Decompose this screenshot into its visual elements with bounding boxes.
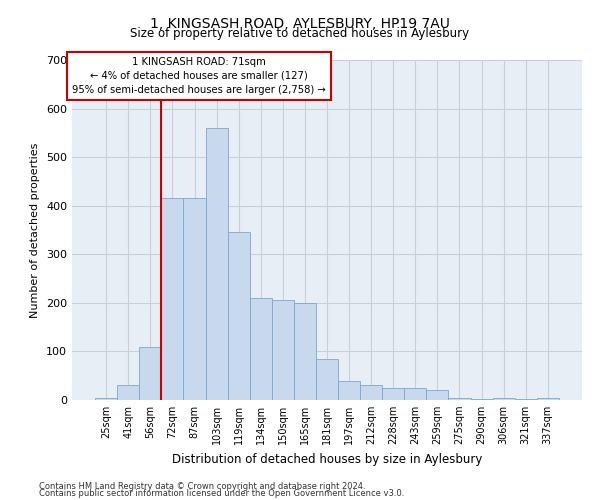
Bar [515,399,537,400]
Bar [294,303,316,400]
Bar [95,398,117,400]
Text: Contains HM Land Registry data © Crown copyright and database right 2024.: Contains HM Land Registry data © Crown c… [39,482,365,491]
Text: Size of property relative to detached houses in Aylesbury: Size of property relative to detached ho… [130,28,470,40]
Bar [404,388,427,400]
Bar [250,298,272,400]
X-axis label: Distribution of detached houses by size in Aylesbury: Distribution of detached houses by size … [172,452,482,466]
Text: 1 KINGSASH ROAD: 71sqm
← 4% of detached houses are smaller (127)
95% of semi-det: 1 KINGSASH ROAD: 71sqm ← 4% of detached … [72,56,326,94]
Bar [360,386,382,400]
Bar [184,198,206,400]
Bar [206,128,227,400]
Bar [139,346,161,400]
Bar [537,398,559,400]
Bar [448,398,470,400]
Bar [227,232,250,400]
Bar [272,300,294,400]
Bar [470,399,493,400]
Bar [161,198,184,400]
Y-axis label: Number of detached properties: Number of detached properties [31,142,40,318]
Text: Contains public sector information licensed under the Open Government Licence v3: Contains public sector information licen… [39,489,404,498]
Bar [117,386,139,400]
Bar [382,388,404,400]
Bar [427,390,448,400]
Bar [338,380,360,400]
Bar [316,358,338,400]
Bar [493,398,515,400]
Text: 1, KINGSASH ROAD, AYLESBURY, HP19 7AU: 1, KINGSASH ROAD, AYLESBURY, HP19 7AU [150,18,450,32]
